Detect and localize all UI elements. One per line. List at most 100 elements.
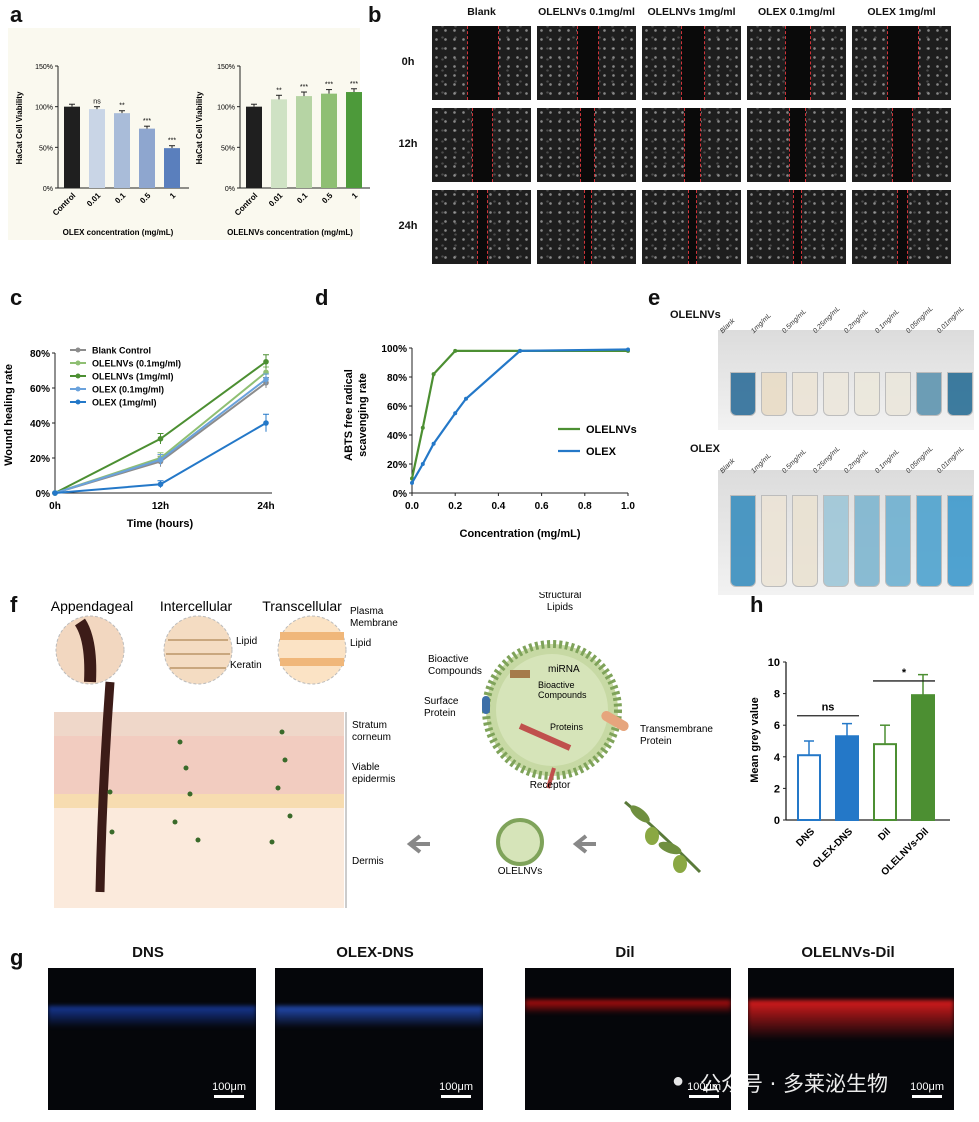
label-transmembrane-1: Transmembrane: [640, 724, 713, 735]
viable-epidermis-layer: [54, 736, 344, 794]
scratch-assay-image: [537, 190, 636, 264]
d-ylabel-2: scavenging rate: [357, 373, 369, 457]
data-point: [157, 481, 164, 488]
legend-marker: [75, 347, 81, 353]
category-label: OLEX-DNS: [811, 826, 856, 871]
wound-gap: [788, 108, 807, 182]
layer-label-stratum-2: corneum: [352, 732, 391, 743]
zoom-circle-transcellular: [277, 615, 347, 685]
category-label: Control: [51, 191, 77, 217]
significance-label: ***: [168, 138, 176, 145]
b-col-header: OLEX 1mg/ml: [867, 6, 936, 18]
a-right-container: HaCat Cell Viability 0% 50% 100% 150% Contro…: [190, 28, 371, 240]
data-point: [52, 490, 58, 496]
wound-gap: [583, 190, 592, 264]
wound-gap: [792, 190, 803, 264]
stratum-corneum-layer: [54, 712, 344, 736]
scratch-assay-image: [537, 26, 636, 100]
bar-0.01: [271, 99, 287, 188]
x-tick-label: 0.4: [491, 501, 505, 512]
bar-1: [164, 148, 180, 188]
label-structural-lipids-2: Lipids: [547, 602, 573, 613]
x-tick-label: 1.0: [621, 501, 635, 512]
data-point: [420, 425, 425, 430]
legend-label: OLEX (0.1mg/ml): [92, 385, 164, 395]
category-label: 0.1: [113, 191, 128, 206]
x-tick-label: 0.6: [535, 501, 549, 512]
legend-marker: [75, 386, 81, 392]
test-tube: [823, 495, 849, 587]
scratch-assay-image: [432, 26, 531, 100]
b-col-header: OLEX 0.1mg/ml: [757, 6, 836, 18]
y-tick-label: 0%: [225, 186, 235, 193]
panel-label-c: c: [10, 285, 23, 310]
panel-e-photos: Blank 1mg/mL 0.5mg/mL 0.25mg/mL 0.2mg/mL 0.1m…: [718, 290, 974, 595]
label-bioactive-inner-2: Compounds: [538, 690, 587, 700]
category-label: 0.01: [85, 191, 103, 209]
wound-gap: [680, 26, 705, 100]
y-tick-label: 40%: [30, 419, 50, 430]
hair-follicle-icon: [95, 681, 115, 893]
g-title: OLEX-DNS: [336, 944, 414, 961]
bar-chart-a-right: HaCat Cell Viability 0% 50% 100% 150% Contro…: [195, 64, 371, 237]
scratch-assay-image: [747, 26, 846, 100]
label-structural-lipids-1: Structural: [539, 592, 582, 601]
transmembrane-protein-icon: [601, 711, 629, 731]
y-tick-label: 0%: [393, 489, 408, 500]
test-tube: [916, 495, 942, 587]
b-col-header: OLELNVs 1mg/ml: [647, 6, 736, 18]
scratch-assay-image: [852, 190, 951, 264]
scratch-assay-image: [747, 190, 846, 264]
data-point: [453, 411, 458, 416]
test-tube: [823, 372, 849, 416]
significance-label: ns: [93, 99, 101, 106]
x-tick-label: 0.2: [448, 501, 462, 512]
olive-fruit-icon: [645, 827, 659, 845]
wound-gap: [576, 26, 599, 100]
test-tube: [854, 372, 880, 416]
bar-Control: [246, 106, 262, 188]
test-tube: [854, 495, 880, 587]
b-col-header: Blank: [467, 6, 496, 18]
legend-marker: [75, 373, 81, 379]
legend-label: OLELNVs (1mg/ml): [92, 372, 174, 382]
y-tick-label: 100%: [381, 344, 407, 355]
panel-label-b: b: [368, 2, 382, 27]
panel-label-f: f: [10, 592, 18, 617]
category-label: 0.5: [138, 191, 153, 206]
category-label: 0.5: [320, 191, 335, 206]
legend-label: Blank Control: [92, 346, 151, 356]
y-tick-label: 20%: [387, 460, 407, 471]
data-point: [464, 396, 468, 401]
route-title-appendageal: Appendageal: [51, 598, 134, 614]
scratch-assay-image: [642, 108, 741, 182]
scratch-assay-image: [432, 190, 531, 264]
fluorescence-signal: [48, 1006, 256, 1028]
basal-layer: [54, 794, 344, 808]
bar-Control: [64, 106, 80, 188]
h-ylabel: Mean grey value: [749, 697, 761, 783]
wound-gap: [886, 26, 919, 100]
bar-DNS: [797, 754, 821, 821]
data-point: [410, 480, 414, 485]
y-tick-label: 2: [774, 783, 780, 795]
significance-label: ns: [822, 702, 835, 714]
olive-fruit-icon: [673, 855, 687, 873]
y-tick-label: 4: [774, 752, 781, 764]
bar-OLEX-DNS: [835, 735, 859, 821]
c-ylabel: Wound healing rate: [3, 364, 15, 466]
y-tick-label: 40%: [387, 431, 407, 442]
bar-0.01: [89, 109, 105, 188]
olelnv-small-icon: [496, 818, 544, 866]
b-row-label: 24h: [398, 220, 418, 232]
g-title: Dil: [615, 944, 635, 961]
arrow-left-icon-2: [572, 834, 596, 854]
test-tube: [761, 372, 787, 416]
significance-label: ***: [300, 84, 308, 91]
category-label: 0.1: [295, 191, 310, 206]
fluorescence-image: 100μm: [525, 968, 731, 1110]
zoom-label-lipid: Lipid: [236, 636, 257, 647]
bar-Dil: [873, 743, 897, 821]
b-row-label: 12h: [398, 138, 418, 150]
